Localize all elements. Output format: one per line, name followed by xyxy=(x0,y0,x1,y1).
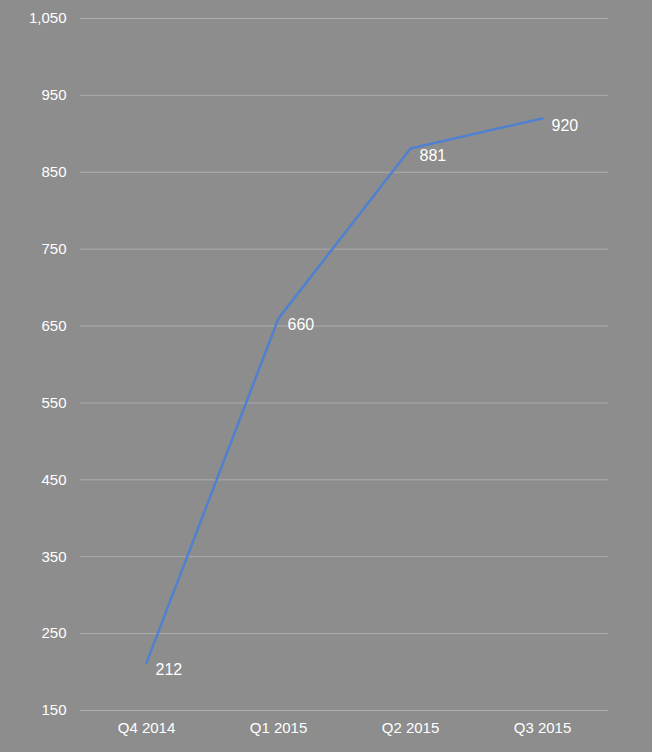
svg-text:1,050: 1,050 xyxy=(29,9,67,26)
svg-text:Q2 2015: Q2 2015 xyxy=(382,719,440,736)
svg-text:881: 881 xyxy=(420,147,447,164)
svg-text:250: 250 xyxy=(41,624,66,641)
svg-text:850: 850 xyxy=(41,163,66,180)
svg-text:150: 150 xyxy=(41,701,66,718)
svg-text:920: 920 xyxy=(552,117,579,134)
svg-text:Q1 2015: Q1 2015 xyxy=(250,719,308,736)
svg-text:350: 350 xyxy=(41,548,66,565)
svg-text:212: 212 xyxy=(156,661,183,678)
svg-text:750: 750 xyxy=(41,240,66,257)
svg-text:Q3 2015: Q3 2015 xyxy=(514,719,572,736)
svg-text:450: 450 xyxy=(41,471,66,488)
svg-text:660: 660 xyxy=(288,316,315,333)
svg-text:950: 950 xyxy=(41,86,66,103)
svg-text:650: 650 xyxy=(41,317,66,334)
svg-text:Q4 2014: Q4 2014 xyxy=(118,719,176,736)
svg-text:550: 550 xyxy=(41,394,66,411)
